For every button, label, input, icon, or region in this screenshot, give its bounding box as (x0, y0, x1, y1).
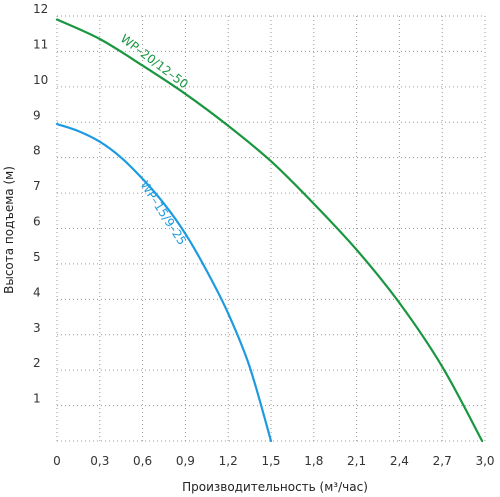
y-tick-label: 3 (33, 321, 41, 335)
y-tick-label: 4 (33, 285, 41, 299)
tick-labels: 0 0,3 0,6 0,9 1,2 1,5 1,8 2,1 2,4 2,7 3,0123456789… (33, 2, 495, 468)
x-tick-label: 0,9 (176, 454, 195, 468)
x-tick-label: 3,0 (475, 454, 494, 468)
y-tick-label: 12 (33, 2, 48, 16)
x-tick-label: 2,7 (433, 454, 452, 468)
y-tick-label: 2 (33, 356, 41, 370)
x-axis-title: Производительность (м³/час) (182, 480, 368, 494)
series-labels: WP–20/12–50 WP–15/9–25 (118, 31, 191, 247)
x-tick-label: 0,6 (133, 454, 152, 468)
y-tick-label: 5 (33, 250, 41, 264)
x-tick-label: 2,1 (347, 454, 366, 468)
x-tick-label: 2,4 (390, 454, 409, 468)
x-tick-label: 1,5 (261, 454, 280, 468)
y-axis-title: Высота подъема (м) (2, 166, 16, 294)
y-tick-label: 7 (33, 179, 41, 193)
series-label-2: WP–15/9–25 (137, 178, 189, 247)
y-tick-label: 6 (33, 215, 41, 229)
y-tick-label: 1 (33, 392, 41, 406)
y-tick-label: 11 (33, 37, 48, 51)
y-tick-label: 10 (33, 73, 48, 87)
x-tick-label: 0,3 (90, 454, 109, 468)
x-tick-label: 1,8 (304, 454, 323, 468)
series-line-2 (55, 122, 273, 443)
y-tick-label: 8 (33, 144, 41, 158)
series-label-1: WP–20/12–50 (118, 31, 191, 91)
grid (56, 15, 486, 442)
series-lines (55, 18, 484, 443)
series-line-1 (55, 18, 484, 443)
y-tick-label: 9 (33, 108, 41, 122)
x-tick-label: 0 (53, 454, 61, 468)
x-tick-label: 1,2 (219, 454, 238, 468)
